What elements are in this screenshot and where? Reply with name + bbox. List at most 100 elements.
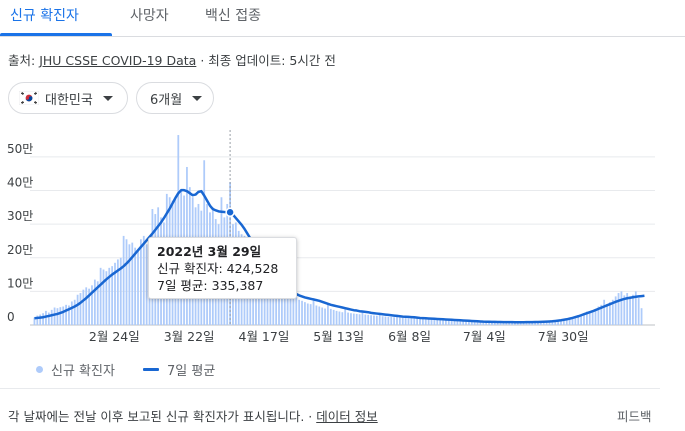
case-bar <box>640 308 643 325</box>
period-dropdown[interactable]: 6개월 <box>136 82 214 114</box>
case-bar <box>583 313 585 325</box>
tab-vaccinations[interactable]: 백신 접종 <box>205 8 261 24</box>
tab-new-cases[interactable]: 신규 확진자 <box>10 8 79 24</box>
case-bar <box>568 317 571 325</box>
case-bar <box>453 320 456 325</box>
case-bar <box>56 308 59 325</box>
case-bar <box>465 319 467 325</box>
case-bar <box>514 322 516 325</box>
case-bar <box>309 304 312 325</box>
case-bar <box>436 319 439 325</box>
case-bar <box>525 322 528 325</box>
case-bar <box>620 291 623 325</box>
case-bar <box>45 310 47 325</box>
case-bar <box>50 309 53 325</box>
case-bar <box>62 306 65 325</box>
case-bar <box>177 135 180 325</box>
case-bar <box>597 306 600 325</box>
case-bar <box>522 322 525 325</box>
region-label: 대한민국 <box>45 92 93 108</box>
case-bar <box>355 313 358 325</box>
case-bar <box>614 296 617 325</box>
case-bar <box>626 293 629 325</box>
case-bar <box>70 301 73 325</box>
case-bar <box>324 308 326 325</box>
active-tab-indicator <box>0 33 112 36</box>
case-bar <box>565 318 568 325</box>
case-bar <box>327 304 329 325</box>
case-bar <box>609 302 611 325</box>
case-bar <box>384 316 387 325</box>
case-bar <box>591 310 594 325</box>
case-bar <box>275 281 278 325</box>
case-bar <box>491 322 493 325</box>
case-bar <box>456 320 459 325</box>
case-bar <box>350 313 352 325</box>
case-bar <box>594 309 597 325</box>
case-bar <box>528 322 531 325</box>
case-bar <box>586 311 588 325</box>
case-bar <box>548 321 551 325</box>
case-bar <box>318 306 321 325</box>
case-bar <box>91 285 93 325</box>
x-tick-label: 5월 13일 <box>313 329 364 344</box>
case-bar <box>102 269 105 325</box>
case-bar <box>375 315 378 325</box>
x-tick-label: 3월 22일 <box>164 329 215 344</box>
legend-dot-icon <box>36 366 43 373</box>
case-bar <box>96 281 99 325</box>
case-bar <box>419 318 421 325</box>
case-bar <box>430 317 433 325</box>
case-bar <box>387 316 390 325</box>
case-bar <box>289 294 292 325</box>
case-bar <box>272 274 275 325</box>
case-bar <box>424 319 427 325</box>
case-bar <box>560 320 562 325</box>
case-bar <box>93 279 96 325</box>
x-tick-label: 7월 4일 <box>463 329 506 344</box>
source-link[interactable]: JHU CSSE COVID-19 Data <box>39 53 197 68</box>
divider <box>0 388 660 389</box>
case-bar <box>396 314 398 325</box>
case-bar <box>493 322 496 325</box>
x-tick-label: 2월 24일 <box>89 329 140 344</box>
case-bar <box>537 322 539 325</box>
cases-chart: 0 10만 20만 30만 40만 50만 2월 24일 3월 22일 4월 17일 5월 13… <box>7 130 655 344</box>
case-bar <box>562 319 565 325</box>
case-bar <box>542 321 545 325</box>
chevron-down-icon <box>192 95 203 101</box>
case-bar <box>278 289 280 325</box>
case-bar <box>85 287 88 325</box>
legend-cases-label: 신규 확진자 <box>51 364 115 379</box>
case-bar <box>370 315 372 325</box>
y-axis: 0 10만 20만 30만 40만 50만 <box>7 142 33 324</box>
case-bar <box>623 295 626 325</box>
case-bar <box>588 312 591 325</box>
case-bar <box>301 300 303 325</box>
x-tick-label: 4월 17일 <box>239 329 290 344</box>
case-bar <box>114 262 116 325</box>
case-bar <box>519 322 522 325</box>
y-tick-label: 0 <box>7 310 15 324</box>
case-bar <box>427 319 430 325</box>
case-bar <box>433 319 436 325</box>
chevron-down-icon <box>102 95 113 101</box>
case-bar <box>632 294 634 325</box>
case-bar <box>295 294 298 325</box>
korea-flag-icon <box>19 91 39 105</box>
feedback-link[interactable]: 피드백 <box>617 409 652 424</box>
case-bar <box>551 320 554 325</box>
case-bar <box>358 314 361 325</box>
case-bar <box>122 235 125 325</box>
case-bar <box>140 239 142 325</box>
case-bar <box>367 314 370 325</box>
case-bar <box>416 318 419 325</box>
region-dropdown[interactable]: 대한민국 <box>8 82 128 114</box>
data-info-link[interactable]: 데이터 정보 <box>316 409 378 424</box>
case-bar <box>125 239 128 325</box>
case-bar <box>459 320 462 325</box>
tooltip-avg: 7일 평균: 335,387 <box>157 278 264 293</box>
case-bar <box>606 304 608 325</box>
case-bar <box>421 318 424 325</box>
tab-deaths[interactable]: 사망자 <box>130 8 169 24</box>
